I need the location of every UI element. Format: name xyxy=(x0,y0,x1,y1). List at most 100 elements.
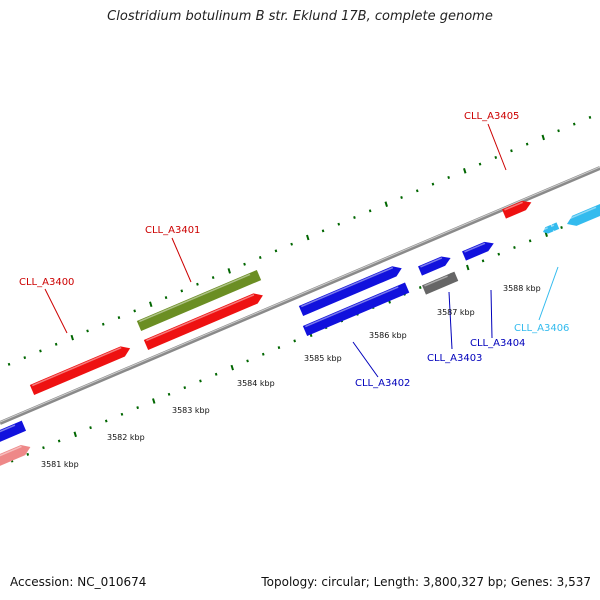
gene-CLL_A3402-b xyxy=(302,282,410,337)
minor-tick xyxy=(481,259,485,263)
gene-CLL_A3400 xyxy=(29,346,131,396)
label-connector xyxy=(171,237,192,283)
minor-tick xyxy=(42,446,45,450)
map-title: Clostridium botulinum B str. Eklund 17B,… xyxy=(107,9,493,24)
gene-label: CLL_A3402 xyxy=(355,378,410,389)
gene-label: CLL_A3404 xyxy=(470,338,525,349)
tick-label: 3585 kbp xyxy=(304,354,342,363)
gene-label: CLL_A3401 xyxy=(145,225,200,236)
gene-label: CLL_A3400 xyxy=(19,277,74,288)
tick-label: 3587 kbp xyxy=(437,308,475,317)
tick-label: 3581 kbp xyxy=(41,460,79,469)
tick-label: 3584 kbp xyxy=(237,379,275,388)
minor-tick xyxy=(199,379,202,383)
minor-tick xyxy=(431,182,435,186)
minor-tick xyxy=(353,216,356,219)
gene-CLL_A3404 xyxy=(462,241,494,261)
gene-label: CLL_A3405 xyxy=(464,111,519,122)
minor-tick xyxy=(293,339,296,343)
minor-tick xyxy=(183,386,187,390)
genome-backbone xyxy=(0,166,600,425)
minor-tick xyxy=(261,352,265,356)
minor-tick xyxy=(133,309,136,313)
gene-edge-blue xyxy=(0,420,27,444)
minor-tick xyxy=(86,329,89,333)
gene-CLL_A3403-a xyxy=(418,256,451,276)
label-connector xyxy=(352,341,379,378)
minor-tick xyxy=(258,256,262,260)
minor-tick xyxy=(277,346,281,350)
minor-tick xyxy=(117,316,121,320)
minor-tick xyxy=(447,175,450,179)
minor-tick xyxy=(513,246,516,249)
minor-tick xyxy=(415,189,419,193)
accession-text: Accession: NC_010674 xyxy=(10,575,147,589)
minor-tick xyxy=(510,149,513,153)
minor-tick xyxy=(23,356,27,360)
minor-tick xyxy=(400,196,403,199)
minor-tick xyxy=(211,276,215,280)
minor-tick xyxy=(525,142,529,146)
minor-tick xyxy=(196,282,199,286)
gene-CLL_A3401 xyxy=(136,269,262,332)
minor-tick xyxy=(588,115,592,119)
minor-tick xyxy=(164,296,168,300)
gene-CLL_A3401-strand xyxy=(143,293,263,351)
minor-tick xyxy=(274,249,278,253)
major-tick xyxy=(306,234,310,241)
genome-backbone-highlight xyxy=(0,166,600,423)
genome-summary-text: Topology: circular; Length: 3,800,327 bp… xyxy=(261,575,591,589)
label-connector xyxy=(44,288,68,334)
minor-tick xyxy=(337,222,341,226)
minor-tick xyxy=(7,362,11,366)
gene-edge-pink xyxy=(0,445,31,468)
gene-label: CLL_A3403 xyxy=(427,353,482,364)
minor-tick xyxy=(57,439,61,443)
upper-tick-track xyxy=(7,115,592,366)
minor-tick xyxy=(167,392,171,396)
minor-tick xyxy=(104,419,108,423)
gene-CLL_A3403-b xyxy=(422,271,459,295)
minor-tick xyxy=(557,129,560,133)
major-tick xyxy=(149,301,153,308)
gene-label: CLL_A3406 xyxy=(514,323,569,334)
minor-tick xyxy=(39,349,42,353)
minor-tick xyxy=(528,239,532,243)
minor-tick xyxy=(321,229,325,233)
major-tick xyxy=(463,168,467,174)
minor-tick xyxy=(478,162,482,166)
minor-tick xyxy=(560,226,563,229)
label-connector xyxy=(448,291,453,350)
minor-tick xyxy=(26,452,30,456)
label-connector xyxy=(490,289,493,339)
major-tick xyxy=(541,134,545,141)
tick-label: 3588 kbp xyxy=(503,284,541,293)
minor-tick xyxy=(290,242,293,246)
minor-tick xyxy=(54,342,58,346)
gene-CLL_A3406-part2 xyxy=(550,222,560,231)
major-tick xyxy=(227,268,231,274)
minor-tick xyxy=(89,426,92,430)
minor-tick xyxy=(418,286,422,290)
minor-tick xyxy=(180,289,184,293)
label-connector xyxy=(538,266,559,321)
minor-tick xyxy=(497,252,501,256)
minor-tick xyxy=(572,122,576,126)
tick-label: 3582 kbp xyxy=(107,433,145,442)
minor-tick xyxy=(494,155,498,159)
minor-tick xyxy=(214,372,218,376)
minor-tick xyxy=(101,322,105,326)
gene-CLL_A3406 xyxy=(566,202,600,226)
minor-tick xyxy=(246,359,249,363)
major-tick xyxy=(152,398,156,404)
tick-label: 3583 kbp xyxy=(172,406,210,415)
major-tick xyxy=(384,201,388,207)
gene-CLL_A3402-a xyxy=(298,266,402,317)
minor-tick xyxy=(120,412,124,416)
tick-label: 3586 kbp xyxy=(369,331,407,340)
major-tick xyxy=(70,334,74,341)
minor-tick xyxy=(136,406,139,410)
minor-tick xyxy=(368,209,372,213)
major-tick xyxy=(466,264,470,271)
